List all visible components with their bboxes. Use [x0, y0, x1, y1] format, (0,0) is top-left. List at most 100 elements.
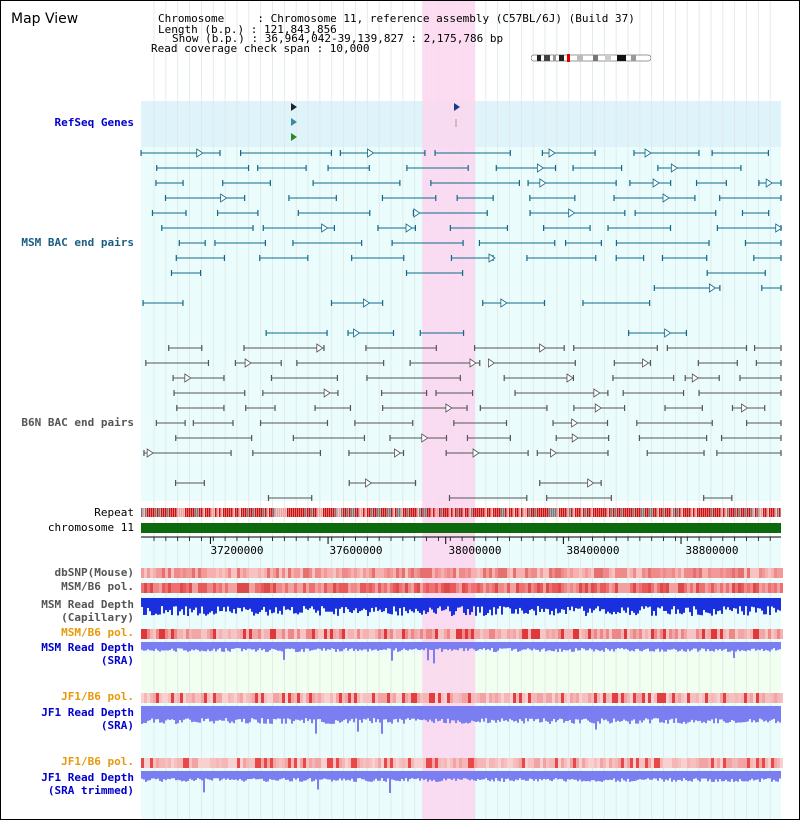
track-label-msm-read-depth[interactable]: MSM Read Depth — [41, 598, 134, 611]
msm-sra-depth-bar — [567, 642, 569, 651]
msm-sra-depth-bar — [285, 642, 287, 649]
msm-capillary-depth-bar — [751, 598, 753, 607]
track-label-dbsnp[interactable]: dbSNP(Mouse) — [54, 566, 134, 579]
repeat-segment — [315, 508, 317, 517]
jf1-sra-trimmed-depth-bar — [635, 771, 637, 781]
jf1-sra-depth-bar — [585, 706, 587, 719]
msm-capillary-depth-bar — [507, 598, 509, 608]
chromosome-ideogram[interactable] — [531, 53, 651, 63]
repeat-segment — [463, 508, 465, 517]
msm-b6-pol-strip — [396, 583, 399, 593]
repeat-segment — [217, 508, 219, 517]
jf1-b6-pol-strip-2 — [351, 758, 354, 768]
msm-capillary-depth-bar — [721, 598, 723, 614]
msm-b6-pol-strip — [351, 583, 354, 593]
msm-capillary-depth-bar — [611, 598, 613, 615]
dbsnp-strip — [429, 568, 432, 578]
repeat-segment — [449, 508, 451, 517]
jf1-sra-trimmed-depth-bar — [741, 771, 743, 782]
track-label-jf1-b6-pol-2[interactable]: JF1/B6 pol. — [61, 755, 134, 768]
track-label-msm-b6-pol-2[interactable]: MSM/B6 pol. — [61, 626, 134, 639]
jf1-b6-pol-strip — [174, 693, 177, 703]
msm-b6-pol-strip-2 — [312, 629, 315, 639]
msm-b6-pol-strip — [330, 583, 333, 593]
msm-capillary-depth-bar — [437, 598, 439, 609]
msm-capillary-depth-bar — [175, 598, 177, 607]
msm-capillary-depth-bar — [589, 598, 591, 609]
jf1-b6-pol-strip-2 — [162, 758, 165, 768]
jf1-b6-pol-strip — [204, 693, 207, 703]
jf1-sra-trimmed-depth-bar — [227, 771, 229, 779]
jf1-sra-depth-bar — [367, 706, 369, 719]
jf1-sra-trimmed-depth-bar — [671, 771, 673, 782]
msm-sra-depth-bar — [355, 642, 357, 650]
msm-b6-pol-strip — [741, 583, 744, 593]
msm-b6-pol-strip-2 — [177, 629, 180, 639]
msm-b6-pol-strip — [462, 583, 465, 593]
msm-sra-depth-bar — [611, 642, 613, 650]
track-label-jf1-read-depth[interactable]: JF1 Read Depth — [41, 706, 134, 719]
jf1-sra-depth-bar — [435, 706, 437, 719]
dbsnp-strip — [378, 568, 381, 578]
dbsnp-strip — [759, 568, 762, 578]
dbsnp-strip — [657, 568, 660, 578]
jf1-sra-trimmed-depth-bar — [447, 771, 449, 779]
dbsnp-strip — [375, 568, 378, 578]
jf1-sra-trimmed-depth-bar — [253, 771, 255, 779]
msm-b6-pol-strip — [477, 583, 480, 593]
repeat-segment — [681, 508, 683, 517]
jf1-b6-pol-strip-2 — [672, 758, 675, 768]
axis-tick-label: 38000000 — [448, 544, 502, 557]
dbsnp-strip — [684, 568, 687, 578]
msm-sra-depth-bar — [281, 642, 283, 652]
msm-capillary-depth-bar — [287, 598, 289, 610]
msm-sra-depth-bar — [401, 642, 403, 650]
jf1-sra-depth-bar — [611, 706, 613, 723]
msm-capillary-depth-bar — [517, 598, 519, 614]
dbsnp-strip — [342, 568, 345, 578]
dbsnp-strip — [345, 568, 348, 578]
repeat-segment — [357, 508, 359, 517]
msm-capillary-depth-bar — [337, 598, 339, 616]
jf1-b6-pol-strip-2 — [273, 758, 276, 768]
repeat-segment — [549, 508, 551, 517]
repeat-segment — [605, 508, 607, 517]
jf1-sra-trimmed-depth-bar — [285, 771, 287, 780]
jf1-sra-depth-bar — [743, 706, 745, 723]
jf1-sra-depth-bar — [545, 706, 547, 721]
jf1-sra-trimmed-depth-bar — [181, 771, 183, 782]
dbsnp-strip — [762, 568, 765, 578]
msm-capillary-depth-bar — [353, 598, 355, 611]
jf1-b6-pol-strip-2 — [153, 758, 156, 768]
dbsnp-strip — [321, 568, 324, 578]
msm-sra-depth-bar — [247, 642, 249, 649]
track-label-refseq[interactable]: RefSeq Genes — [54, 116, 134, 129]
jf1-b6-pol-strip-2 — [267, 758, 270, 768]
track-label-jf1-b6-pol[interactable]: JF1/B6 pol. — [61, 690, 134, 703]
track-label-b6n-bac[interactable]: B6N BAC end pairs — [21, 416, 134, 429]
dbsnp-strip — [531, 568, 534, 578]
jf1-b6-pol-strip — [705, 693, 708, 703]
msm-sra-depth-bar — [615, 642, 617, 650]
repeat-segment — [221, 508, 223, 517]
msm-b6-pol-strip-2 — [618, 629, 621, 639]
msm-b6-pol-strip — [747, 583, 750, 593]
dbsnp-strip — [735, 568, 738, 578]
repeat-segment — [429, 508, 431, 517]
msm-b6-pol-strip-2 — [258, 629, 261, 639]
msm-b6-pol-strip — [300, 583, 303, 593]
msm-bac-pair-arrow — [321, 223, 329, 233]
msm-b6-pol-strip — [735, 583, 738, 593]
msm-sra-depth-bar — [203, 642, 205, 652]
jf1-sra-trimmed-depth-bar — [271, 771, 273, 780]
track-label-msm-bac[interactable]: MSM BAC end pairs — [21, 236, 134, 249]
msm-b6-pol-strip — [603, 583, 606, 593]
repeat-segment — [269, 508, 271, 517]
jf1-sra-trimmed-depth-bar — [723, 771, 725, 782]
msm-capillary-depth-bar — [161, 598, 163, 607]
track-label-msm-b6-pol[interactable]: MSM/B6 pol. — [61, 580, 134, 593]
track-label-msm-read-depth-sra[interactable]: MSM Read Depth — [41, 641, 134, 654]
track-label-jf1-read-depth-trimmed[interactable]: JF1 Read Depth — [41, 771, 134, 784]
jf1-sra-depth-bar — [271, 706, 273, 724]
